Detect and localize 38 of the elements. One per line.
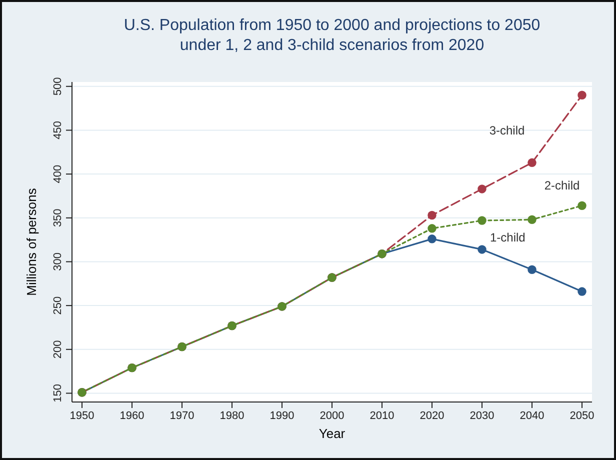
x-tick-label: 2040 bbox=[520, 410, 544, 422]
y-tick-label: 400 bbox=[52, 164, 64, 184]
point bbox=[528, 265, 536, 274]
x-axis-title: Year bbox=[318, 426, 346, 441]
y-tick-label: 200 bbox=[52, 340, 64, 359]
y-tick-label: 150 bbox=[52, 384, 64, 402]
y-tick-label: 250 bbox=[52, 296, 64, 315]
x-tick-label: 1960 bbox=[120, 410, 144, 422]
x-tick-label: 1950 bbox=[70, 410, 94, 422]
point bbox=[528, 215, 536, 224]
point bbox=[578, 90, 586, 100]
point bbox=[428, 224, 436, 233]
x-tick-label: 1980 bbox=[220, 410, 244, 422]
y-tick-label: 350 bbox=[52, 208, 64, 228]
y-axis-title: Millions of persons bbox=[24, 188, 39, 296]
x-tick-label: 2050 bbox=[570, 410, 594, 422]
y-tick-label: 450 bbox=[52, 121, 64, 140]
point bbox=[428, 210, 436, 220]
series-label: 3-child bbox=[489, 124, 525, 138]
point bbox=[478, 245, 486, 254]
point bbox=[478, 216, 486, 225]
x-tick-label: 2010 bbox=[370, 410, 394, 422]
point bbox=[428, 234, 436, 244]
point bbox=[578, 287, 586, 296]
x-tick-label: 2020 bbox=[420, 410, 444, 422]
point bbox=[578, 201, 586, 210]
x-tick-label: 2000 bbox=[320, 410, 344, 422]
x-tick-label: 1990 bbox=[270, 410, 294, 422]
x-tick-label: 1970 bbox=[170, 410, 194, 422]
series-label: 1-child bbox=[490, 230, 526, 244]
x-tick-label: 2030 bbox=[470, 410, 494, 422]
y-tick-label: 500 bbox=[52, 77, 64, 96]
series-label: 2-child bbox=[544, 178, 580, 193]
y-tick-label: 300 bbox=[52, 252, 64, 271]
point bbox=[478, 184, 486, 194]
point bbox=[528, 158, 536, 168]
chart-subtitle: under 1, 2 and 3-child scenarios from 2020 bbox=[180, 37, 484, 54]
chart-title: U.S. Population from 1950 to 2000 and projections to 2050 bbox=[124, 17, 540, 34]
